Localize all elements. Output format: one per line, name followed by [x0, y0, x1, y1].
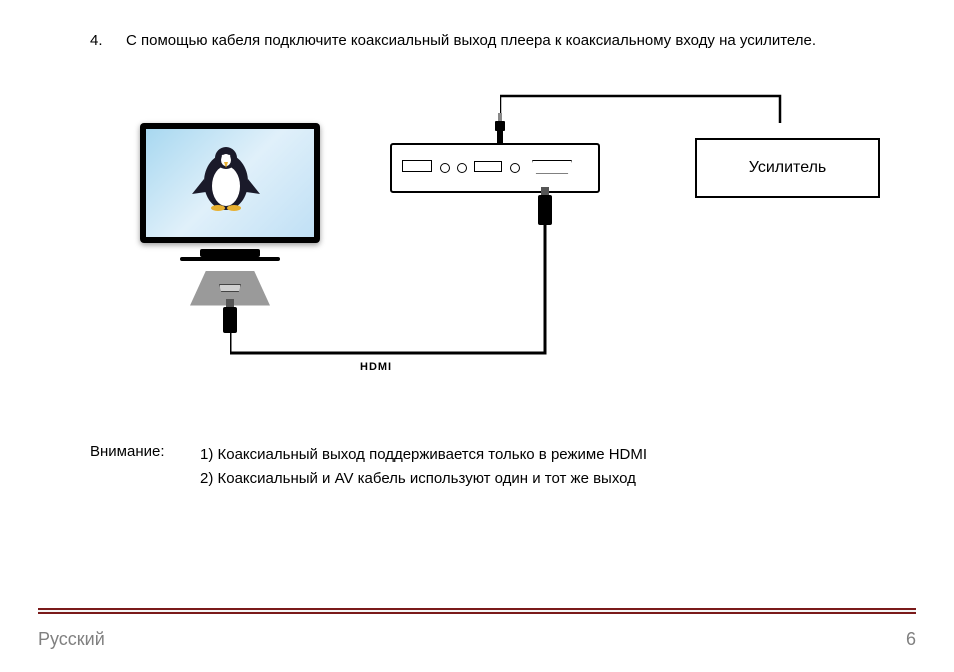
note-line-2: 2) Коаксиальный и AV кабель используют о…	[200, 467, 647, 491]
player-port-sd	[402, 160, 432, 172]
amplifier-box: Усилитель	[695, 138, 880, 198]
player-port-usb	[474, 161, 502, 172]
instruction-number: 4.	[90, 30, 126, 53]
footer-page-number: 6	[906, 629, 916, 650]
player-port-dc	[510, 163, 520, 173]
footer-rule	[38, 608, 916, 614]
media-player-device	[390, 143, 600, 193]
hdmi-plug-tv-icon	[223, 307, 237, 333]
hdmi-cable	[230, 193, 550, 373]
note-line-1: 1) Коаксиальный выход поддерживается тол…	[200, 443, 647, 467]
coax-plug-icon	[495, 113, 505, 143]
connection-diagram: Усилитель HDMI	[90, 93, 894, 413]
footer-language: Русский	[38, 629, 105, 650]
notes-lines: 1) Коаксиальный выход поддерживается тол…	[200, 443, 647, 491]
instruction-row: 4. С помощью кабеля подключите коаксиаль…	[60, 30, 894, 53]
player-port-av2	[457, 163, 467, 173]
player-port-hdmi	[532, 160, 572, 174]
notes-label: Внимание:	[90, 443, 200, 491]
page-footer: Русский 6	[38, 629, 916, 650]
instruction-text: С помощью кабеля подключите коаксиальный…	[126, 30, 894, 53]
player-port-av1	[440, 163, 450, 173]
notes-block: Внимание: 1) Коаксиальный выход поддержи…	[60, 443, 894, 491]
hdmi-label: HDMI	[360, 361, 392, 373]
amplifier-label: Усилитель	[749, 159, 827, 177]
